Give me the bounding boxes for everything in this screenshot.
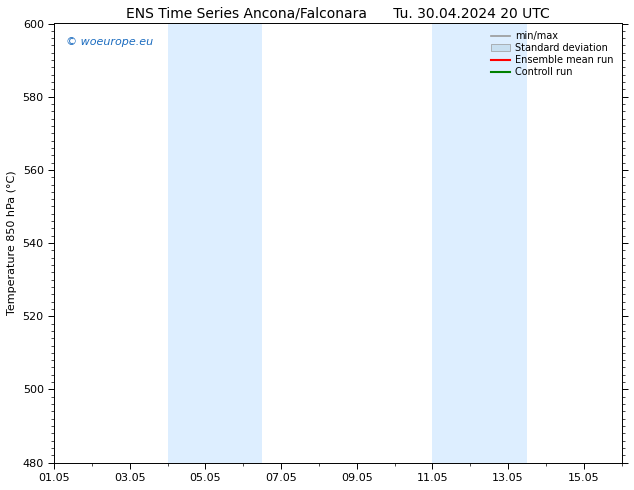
Legend: min/max, Standard deviation, Ensemble mean run, Controll run: min/max, Standard deviation, Ensemble me…: [488, 28, 617, 80]
Title: ENS Time Series Ancona/Falconara      Tu. 30.04.2024 20 UTC: ENS Time Series Ancona/Falconara Tu. 30.…: [126, 7, 550, 21]
Text: © woeurope.eu: © woeurope.eu: [65, 37, 153, 47]
Bar: [167, 24, 262, 463]
Bar: [432, 24, 527, 463]
Y-axis label: Temperature 850 hPa (°C): Temperature 850 hPa (°C): [7, 171, 17, 316]
